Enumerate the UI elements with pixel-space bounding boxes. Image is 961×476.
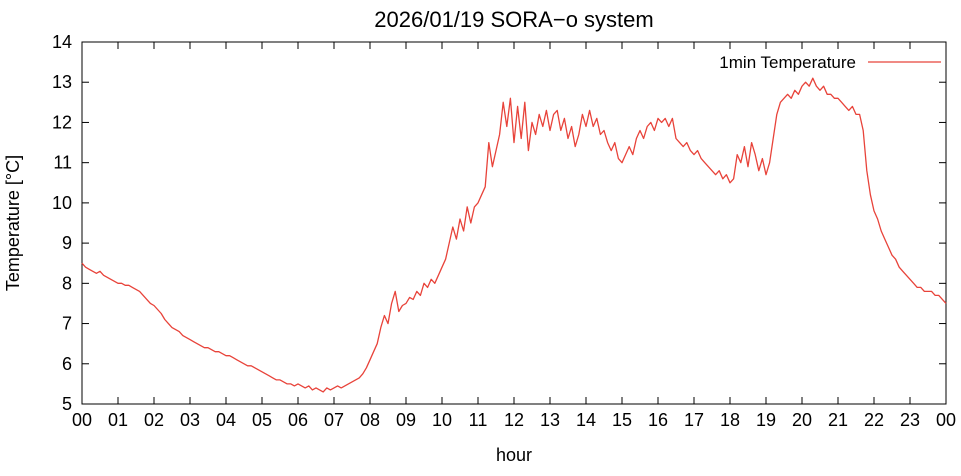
x-tick-label: 19 bbox=[756, 410, 776, 430]
x-tick-label: 14 bbox=[576, 410, 596, 430]
x-tick-label: 15 bbox=[612, 410, 632, 430]
y-tick-label: 12 bbox=[52, 112, 72, 132]
legend-label: 1min Temperature bbox=[719, 53, 856, 72]
plot-area: 00 01 02 03 04 05 06 07 08 09 10 11 12 13 14 15 16 17 18 19… bbox=[52, 32, 956, 430]
x-tick-label: 23 bbox=[900, 410, 920, 430]
x-tick-label: 03 bbox=[180, 410, 200, 430]
y-tick-label: 7 bbox=[62, 314, 72, 334]
x-tick-label: 06 bbox=[288, 410, 308, 430]
x-tick-label: 22 bbox=[864, 410, 884, 430]
x-tick-label: 17 bbox=[684, 410, 704, 430]
chart-title: 2026/01/19 SORA−o system bbox=[374, 7, 653, 32]
y-tick-label: 10 bbox=[52, 193, 72, 213]
y-tick-label: 5 bbox=[62, 394, 72, 414]
x-tick-label: 21 bbox=[828, 410, 848, 430]
x-tick-label: 00 bbox=[72, 410, 92, 430]
x-tick-label: 04 bbox=[216, 410, 236, 430]
x-axis-label: hour bbox=[496, 445, 532, 465]
x-tick-label: 11 bbox=[469, 410, 488, 430]
y-tick-label: 14 bbox=[52, 32, 72, 52]
temperature-line bbox=[81, 77, 947, 393]
x-tick-label: 00 bbox=[936, 410, 956, 430]
y-tick-label: 11 bbox=[53, 153, 72, 173]
x-tick-label: 02 bbox=[144, 410, 164, 430]
x-tick-label: 01 bbox=[108, 410, 128, 430]
y-tick-label: 13 bbox=[52, 72, 72, 92]
y-axis-label: Temperature [°C] bbox=[3, 155, 23, 291]
x-tick-label: 20 bbox=[792, 410, 812, 430]
plot-border bbox=[81, 41, 947, 405]
x-tick-label: 16 bbox=[648, 410, 668, 430]
x-tick-label: 09 bbox=[396, 410, 416, 430]
x-tick-label: 10 bbox=[432, 410, 452, 430]
x-tick-label: 07 bbox=[324, 410, 344, 430]
x-tick-label: 08 bbox=[360, 410, 380, 430]
x-tick-label: 05 bbox=[252, 410, 272, 430]
x-tick-label: 18 bbox=[720, 410, 740, 430]
y-tick-label: 8 bbox=[62, 273, 72, 293]
y-tick-label: 9 bbox=[62, 233, 72, 253]
y-tick-label: 6 bbox=[62, 354, 72, 374]
x-tick-label: 13 bbox=[540, 410, 560, 430]
x-tick-label: 12 bbox=[504, 410, 524, 430]
